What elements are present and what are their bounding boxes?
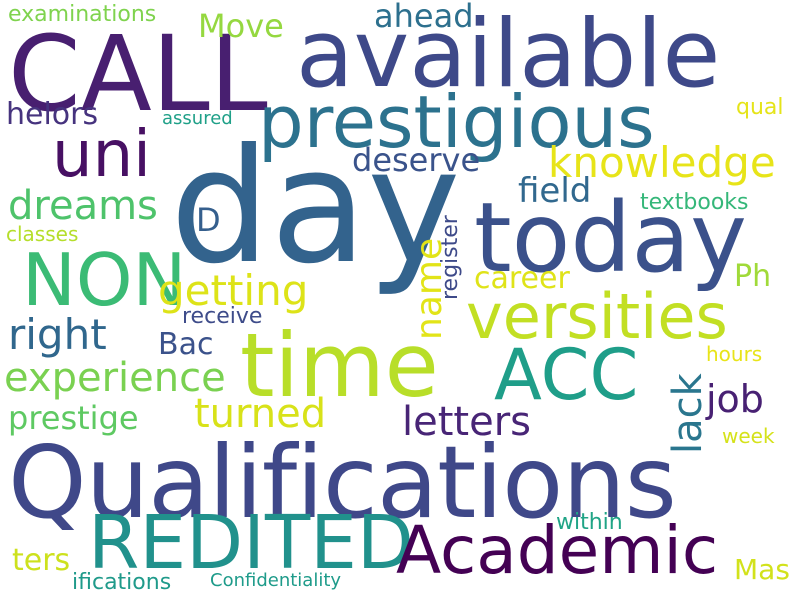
word-classes: classes: [6, 222, 79, 246]
word-uni: uni: [52, 118, 151, 192]
word-career: career: [474, 261, 570, 296]
word-turned: turned: [194, 391, 327, 437]
word-deserve: deserve: [352, 141, 481, 179]
word-hours: hours: [706, 342, 763, 366]
word-call: CALL: [8, 13, 268, 135]
word-confidentiality: Confidentiality: [210, 570, 342, 591]
word-right: right: [8, 310, 107, 359]
word-job: job: [706, 377, 764, 421]
word-ifications: ifications: [72, 570, 172, 595]
word-lack: lack: [665, 373, 711, 454]
word-experience: experience: [4, 355, 226, 401]
word-day: day: [170, 115, 461, 299]
word-field: field: [518, 171, 592, 211]
word-ph: Ph: [734, 259, 772, 294]
word-textbooks: textbooks: [640, 190, 749, 215]
word-qualifications: Qualifications: [8, 424, 677, 541]
word-getting: getting: [158, 266, 309, 315]
word-letters: letters: [402, 399, 531, 445]
word-helors: helors: [6, 97, 99, 132]
word-time: time: [240, 314, 439, 417]
word-dreams: dreams: [8, 183, 158, 229]
word-move: Move: [198, 7, 284, 45]
word-qual: qual: [736, 95, 784, 120]
word-knowledge: knowledge: [548, 138, 776, 187]
word-week: week: [722, 424, 775, 448]
word-today: today: [474, 182, 747, 294]
word-mas: Mas: [734, 553, 790, 586]
word-versities: versities: [466, 280, 728, 353]
word-non: NON: [22, 238, 187, 322]
word-prestigious: prestigious: [258, 80, 655, 164]
word-available: available: [296, 0, 721, 109]
word-bac: Bac: [158, 327, 214, 362]
word-receive: receive: [182, 304, 263, 329]
word-acc: ACC: [494, 334, 639, 416]
word-ters: ters: [12, 543, 71, 578]
word-ahead: ahead: [374, 0, 474, 35]
word-prestige: prestige: [8, 399, 139, 437]
word-register: register: [438, 215, 463, 300]
word-redited: REDITED: [88, 500, 414, 586]
word-examinations: examinations: [8, 2, 157, 27]
word-academic: Academic: [396, 512, 719, 589]
word-within: within: [556, 510, 623, 535]
word-d: D: [196, 201, 221, 239]
word-assured: assured: [162, 108, 233, 129]
